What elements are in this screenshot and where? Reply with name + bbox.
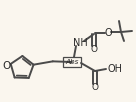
Text: O: O [104,28,112,38]
Text: O: O [90,45,98,54]
FancyBboxPatch shape [63,57,81,67]
Text: NH: NH [73,38,87,48]
Text: O: O [3,61,11,71]
Text: OH: OH [108,64,123,74]
Text: Abs: Abs [65,59,79,65]
Text: O: O [92,84,98,93]
